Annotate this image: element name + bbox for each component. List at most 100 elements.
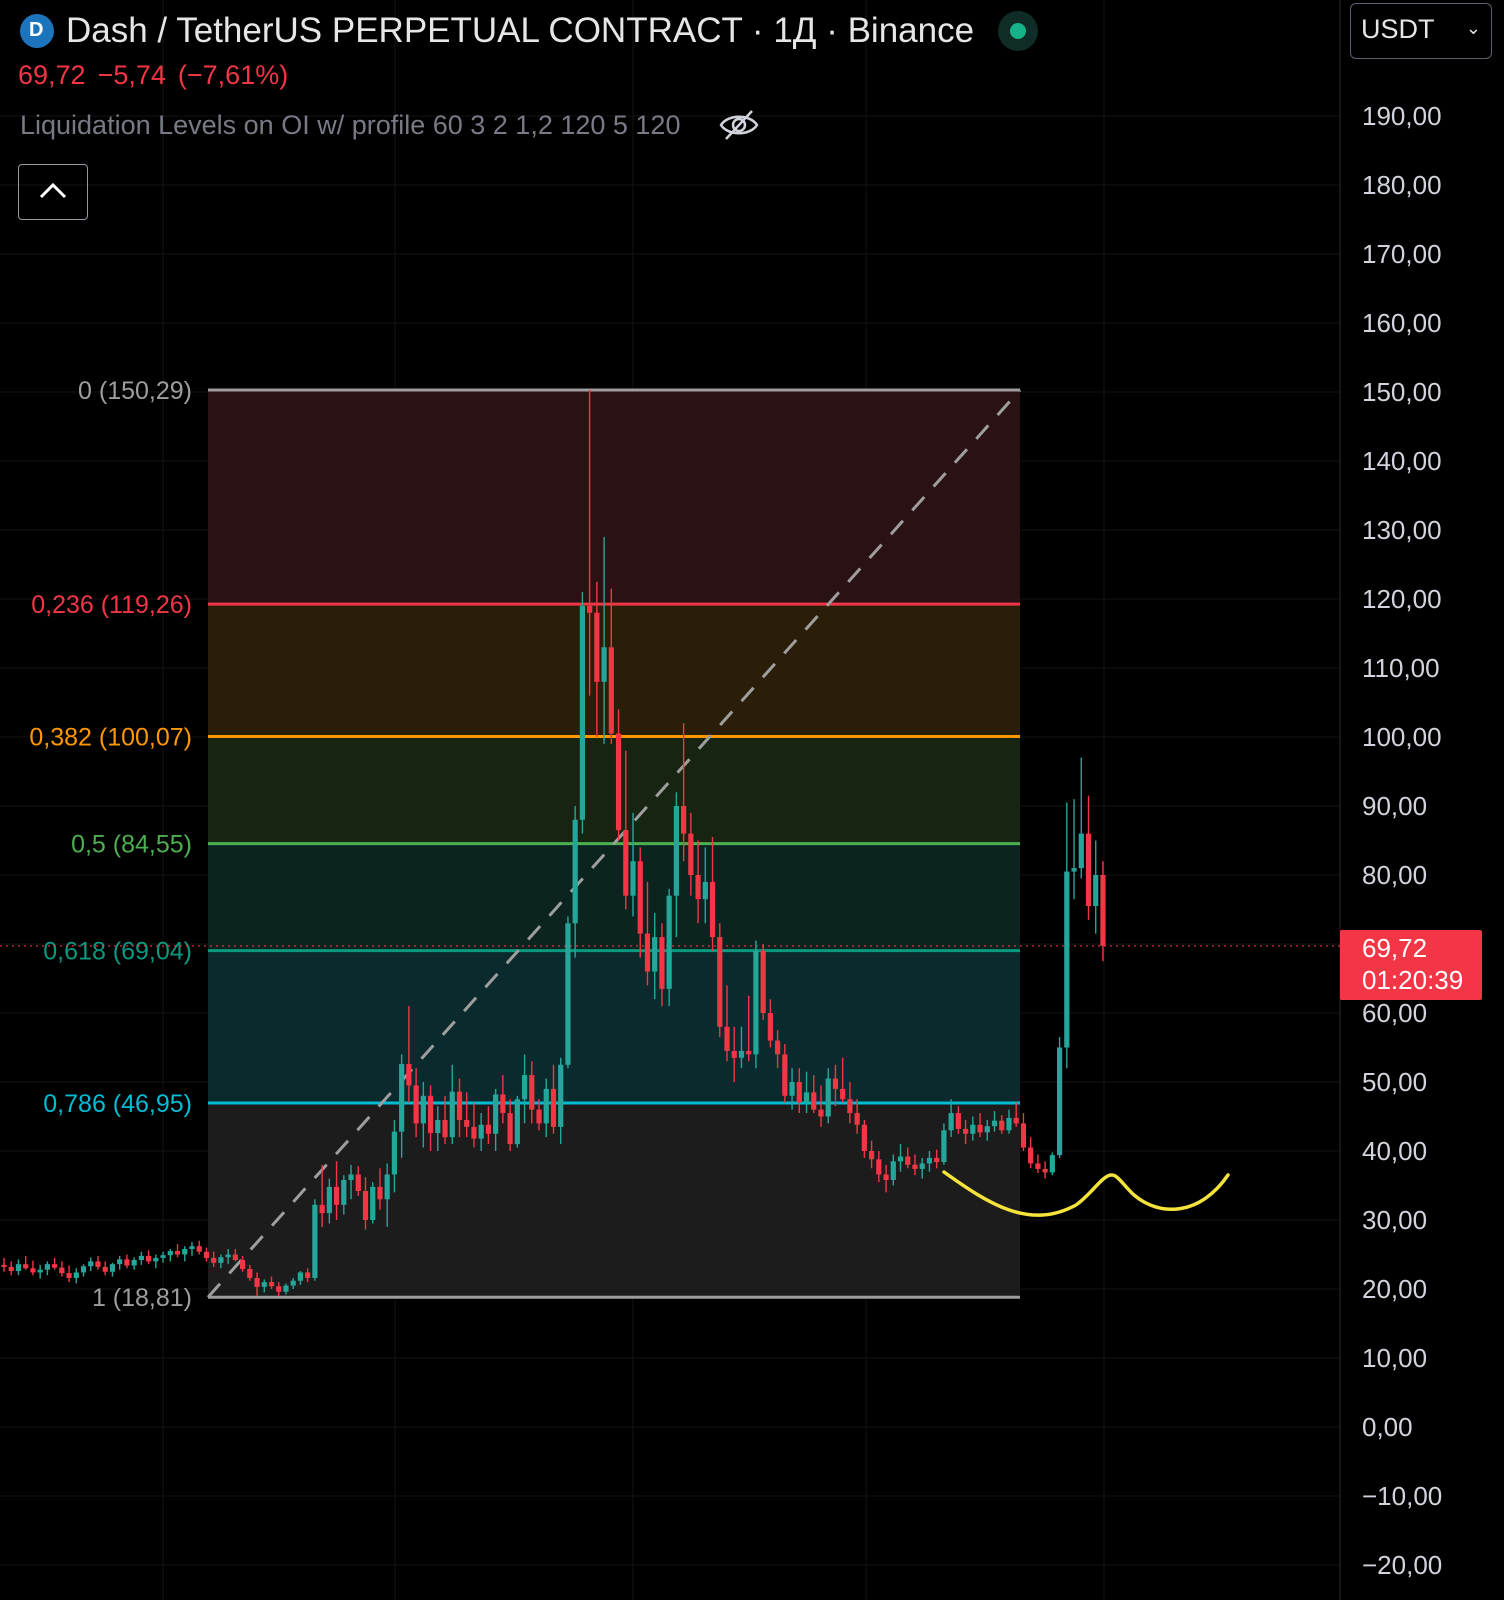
fib-zone bbox=[208, 843, 1020, 951]
candle-body bbox=[746, 1050, 752, 1055]
candle-body bbox=[131, 1260, 137, 1266]
candle-body bbox=[326, 1186, 332, 1214]
candle-body bbox=[934, 1157, 940, 1163]
fib-zone bbox=[208, 604, 1020, 737]
y-axis-tick-label: 100,00 bbox=[1362, 722, 1442, 752]
current-price-label: 69,72 01:20:39 bbox=[1340, 930, 1482, 1000]
eye-hidden-icon[interactable] bbox=[718, 108, 760, 142]
candle-body bbox=[1049, 1155, 1055, 1173]
fib-level-label: 0,5 (84,55) bbox=[71, 831, 192, 859]
candle-body bbox=[601, 647, 607, 682]
candle-body bbox=[102, 1266, 108, 1272]
candle-body bbox=[88, 1261, 94, 1267]
candle-body bbox=[962, 1128, 969, 1134]
symbol-header[interactable]: Dash / TetherUS PERPETUAL CONTRACT · 1Д … bbox=[20, 6, 1039, 56]
candle-body bbox=[608, 647, 614, 734]
candle-body bbox=[803, 1092, 810, 1103]
candle-body bbox=[514, 1099, 520, 1145]
candle-body bbox=[406, 1064, 412, 1086]
candle-body bbox=[160, 1255, 166, 1258]
fib-level-label: 0,618 (69,04) bbox=[43, 938, 192, 966]
candle-body bbox=[926, 1157, 933, 1164]
candle-body bbox=[218, 1257, 224, 1263]
last-price: 69,72 bbox=[18, 60, 86, 90]
candle-body bbox=[840, 1088, 846, 1100]
candle-body bbox=[254, 1277, 260, 1287]
y-axis-tick-label: 80,00 bbox=[1362, 860, 1427, 890]
y-axis-tick-label: 90,00 bbox=[1362, 791, 1427, 821]
candle-body bbox=[659, 937, 665, 989]
candle-body bbox=[760, 950, 766, 1013]
candle-body bbox=[565, 923, 571, 1065]
candle-body bbox=[970, 1124, 976, 1134]
candle-body bbox=[832, 1078, 839, 1089]
y-axis-tick-label: 10,00 bbox=[1362, 1343, 1427, 1373]
candle-body bbox=[869, 1151, 875, 1160]
candle-body bbox=[493, 1094, 499, 1134]
fib-level-label: 0,382 (100,07) bbox=[29, 724, 192, 752]
y-axis-tick-label: 120,00 bbox=[1362, 584, 1442, 614]
y-axis-tick-label: 170,00 bbox=[1362, 239, 1442, 269]
candle-body bbox=[572, 819, 578, 924]
candle-body bbox=[146, 1255, 152, 1262]
candle-body bbox=[80, 1266, 87, 1273]
candle-body bbox=[1035, 1163, 1041, 1169]
candle-body bbox=[1013, 1117, 1019, 1124]
candle-body bbox=[789, 1082, 795, 1096]
indicator-label: Liquidation Levels on OI w/ profile 60 3… bbox=[20, 109, 681, 140]
collapse-legend-button[interactable] bbox=[18, 164, 88, 220]
candle-body bbox=[449, 1091, 455, 1138]
candle-body bbox=[1100, 875, 1106, 946]
y-axis-tick-label: 50,00 bbox=[1362, 1067, 1427, 1097]
candle-body bbox=[52, 1264, 58, 1268]
candle-body bbox=[890, 1161, 896, 1180]
candle-body bbox=[333, 1186, 340, 1205]
fib-level-label: 0,786 (46,95) bbox=[43, 1090, 192, 1118]
candle-body bbox=[550, 1088, 557, 1127]
candle-body bbox=[478, 1124, 484, 1139]
candle-body bbox=[420, 1095, 426, 1124]
candle-body bbox=[738, 1050, 745, 1058]
candle-body bbox=[276, 1286, 282, 1292]
candle-body bbox=[955, 1113, 961, 1129]
candle-body bbox=[688, 833, 694, 875]
y-axis-tick-label: 190,00 bbox=[1362, 101, 1442, 131]
market-status-dot-icon bbox=[998, 11, 1039, 51]
candle-body bbox=[991, 1120, 998, 1127]
candle-body bbox=[558, 1064, 564, 1127]
candle-body bbox=[1064, 871, 1070, 1048]
candle-body bbox=[1085, 833, 1092, 907]
fib-level-label: 0 (150,29) bbox=[78, 377, 192, 405]
y-axis-tick-label: 130,00 bbox=[1362, 515, 1442, 545]
candle-body bbox=[919, 1163, 925, 1169]
candle-body bbox=[782, 1054, 788, 1096]
currency-select[interactable]: USDT ⌄ bbox=[1350, 3, 1492, 59]
candle-body bbox=[117, 1259, 123, 1265]
candle-body bbox=[196, 1246, 202, 1252]
bar-countdown: 01:20:39 bbox=[1362, 965, 1464, 995]
indicator-legend[interactable]: Liquidation Levels on OI w/ profile 60 3… bbox=[20, 108, 760, 142]
candle-body bbox=[796, 1082, 802, 1103]
candle-body bbox=[239, 1260, 246, 1269]
candle-body bbox=[912, 1164, 918, 1169]
fib-level-label: 0,236 (119,26) bbox=[31, 591, 192, 619]
candle-body bbox=[189, 1246, 195, 1249]
candle-body bbox=[297, 1272, 304, 1281]
candle-body bbox=[348, 1174, 354, 1180]
candle-body bbox=[702, 881, 708, 900]
candle-body bbox=[861, 1124, 867, 1151]
y-axis-tick-label: 160,00 bbox=[1362, 308, 1442, 338]
candle-body bbox=[1006, 1117, 1012, 1131]
candle-body bbox=[854, 1113, 860, 1125]
candle-body bbox=[283, 1285, 289, 1292]
candle-body bbox=[362, 1191, 369, 1220]
y-axis-tick-label: 30,00 bbox=[1362, 1205, 1427, 1235]
candle-body bbox=[1, 1264, 7, 1267]
price-change: 69,72 −5,74 (−7,61%) bbox=[18, 60, 300, 91]
candle-body bbox=[261, 1282, 267, 1287]
candle-body bbox=[225, 1254, 231, 1258]
candle-body bbox=[66, 1273, 72, 1278]
candle-body bbox=[731, 1050, 737, 1058]
candle-body bbox=[471, 1126, 477, 1139]
